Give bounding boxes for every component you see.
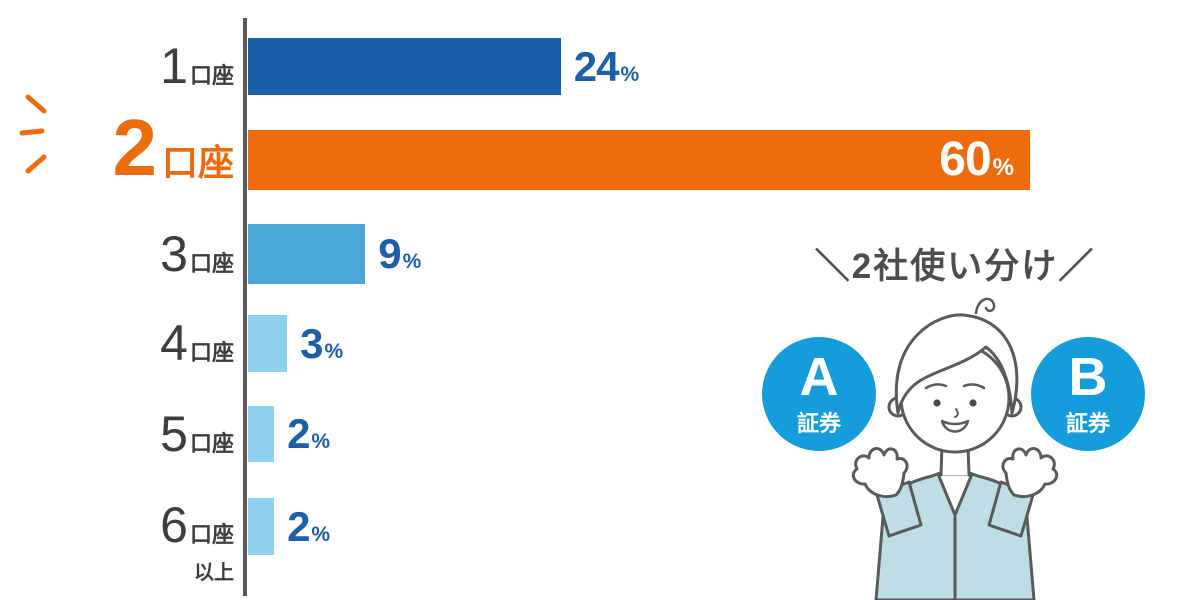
bar-3-accounts: [248, 224, 366, 284]
category-number: 1: [160, 38, 188, 94]
bar-row-6-plus-accounts: 2%: [248, 498, 330, 555]
category-suffix: 口座: [189, 251, 234, 276]
category-line: 6 口座: [160, 500, 234, 550]
badge-label: 証券: [1065, 411, 1110, 436]
bar-row-5-accounts: 2%: [248, 406, 330, 462]
bar-1-account: [248, 38, 561, 95]
bar-6-plus-accounts: [248, 498, 275, 555]
value-label: 2%: [287, 410, 331, 457]
bar-row-1-account: 24%: [248, 38, 639, 95]
value-label: 9%: [378, 230, 422, 277]
value-label: 3%: [300, 319, 344, 367]
bar-5-accounts: [248, 406, 275, 462]
value-label: 24%: [573, 42, 640, 90]
badge-letter: A: [799, 347, 839, 407]
category-label-3-accounts: 3 口座: [0, 229, 234, 279]
category-suffix: 口座: [189, 340, 234, 365]
category-number: 3: [160, 226, 188, 282]
category-suffix-more: 以上: [194, 562, 234, 584]
bar-row-4-accounts: 3%: [248, 315, 343, 372]
bar-2-accounts-highlight: 60%: [248, 130, 1030, 190]
bar-row-2-accounts: 60%: [248, 130, 1030, 190]
badge-label: 証券: [796, 411, 841, 436]
emphasis-rays-icon: [19, 94, 47, 174]
value-label-inside: 60%: [939, 133, 1014, 186]
badge-letter: B: [1068, 347, 1108, 407]
bar-row-3-accounts: 9%: [248, 224, 421, 284]
category-number: 5: [160, 406, 188, 462]
securities-a-badge: A 証券: [762, 337, 876, 451]
category-label-1-account: 1 口座: [0, 41, 234, 91]
category-number: 6: [160, 497, 188, 553]
value-label: 2%: [287, 502, 331, 550]
category-suffix: 口座: [189, 522, 234, 547]
axis-line: [243, 18, 247, 596]
bar-4-accounts: [248, 315, 288, 372]
category-label-5-accounts: 5 口座: [0, 409, 234, 459]
category-number: 4: [160, 315, 188, 371]
category-suffix: 口座: [189, 63, 234, 88]
category-label-6-plus-accounts: 6 口座 以上: [0, 500, 234, 585]
category-suffix: 口座: [161, 142, 234, 183]
category-label-2-accounts-highlight: 2 口座: [0, 108, 234, 188]
person-illustration: [851, 297, 1059, 600]
annotation-title: ＼2社使い分け／: [814, 247, 1096, 286]
securities-b-badge: B 証券: [1031, 337, 1145, 451]
category-label-4-accounts: 4 口座: [0, 318, 234, 368]
category-suffix: 口座: [189, 431, 234, 456]
category-number: 2: [112, 103, 156, 192]
